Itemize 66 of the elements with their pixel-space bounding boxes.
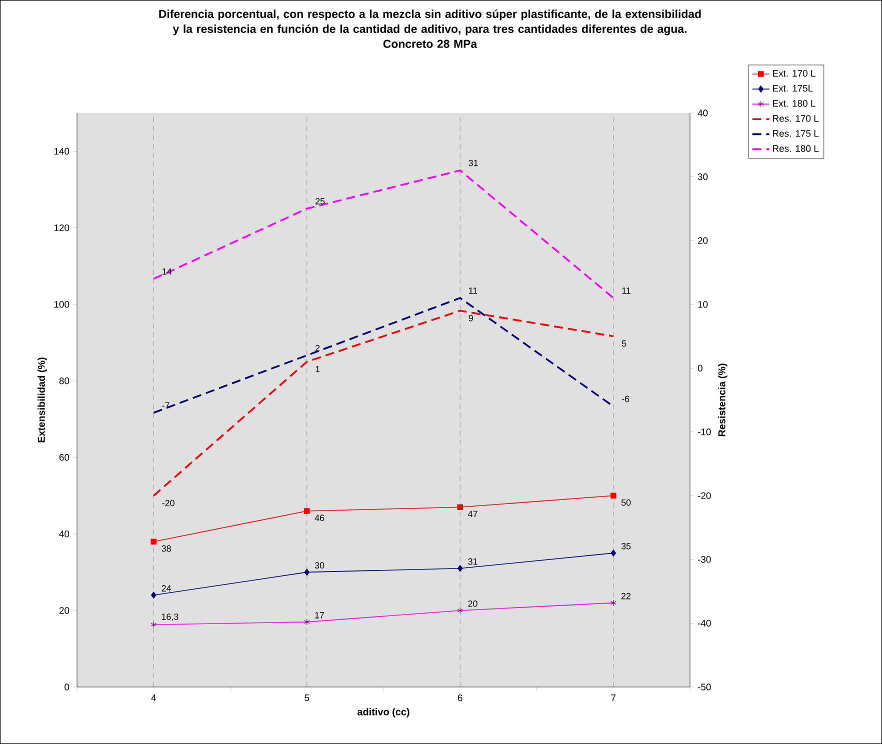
data-label: 38 [162, 545, 171, 552]
legend-label: Res. 180 L [773, 145, 819, 152]
data-label: 31 [468, 160, 478, 166]
data-label: 31 [468, 558, 478, 565]
data-label: 30 [314, 562, 324, 568]
x-tick-label: 7 [611, 694, 616, 702]
y-tick-label: 140 [54, 148, 70, 155]
y2-tick-label: 40 [698, 110, 708, 116]
data-label: 46 [314, 514, 324, 522]
point [150, 592, 156, 599]
y-tick-label: 20 [59, 607, 70, 614]
point [457, 504, 464, 510]
y-tick-label: 40 [59, 530, 70, 538]
y-tick-label: 80 [59, 378, 70, 384]
chart-subtitle: Concreto 28 MPa [383, 40, 478, 48]
y2-tick-label: -50 [698, 684, 711, 690]
data-label: 17 [315, 612, 324, 618]
x-tick-label: 5 [304, 694, 310, 702]
data-label: 11 [622, 288, 630, 294]
point [610, 550, 616, 556]
x-axis-title: aditivo (cc) [358, 708, 410, 718]
data-label: 24 [162, 585, 172, 592]
data-label: 16,3 [162, 614, 178, 621]
data-label: 2 [316, 344, 320, 352]
y2-axis-title: Resistencia (%) [718, 364, 728, 436]
y-axis-title: Extensibilidad (%) [38, 358, 47, 442]
chart-title: Diferencia porcentual, con respecto a la mezcla sin aditivo súper plastificante, de la extensibilidad y la resistencia en función de la cantidad de aditivo, para tres cantidades diferentes de agua. [159, 10, 701, 36]
legend-label: Ext. 180 L [773, 100, 816, 107]
y2-tick-label: -40 [698, 620, 711, 627]
data-label: 5 [622, 340, 626, 347]
data-label: -7 [162, 402, 170, 409]
x-tick-label: 4 [151, 694, 156, 702]
data-label: 9 [468, 314, 473, 322]
y-tick-label: 120 [54, 224, 70, 232]
y2-tick-label: -30 [698, 556, 711, 563]
y2-tick-label: 30 [698, 173, 708, 180]
line-series [152, 310, 614, 497]
data-label: 47 [468, 510, 478, 518]
point [457, 564, 463, 572]
legend-label: Res. 170 L [773, 115, 819, 122]
y2-tick-label: 0 [698, 364, 702, 372]
point [150, 538, 157, 544]
data-label: 1 [316, 366, 320, 372]
y2-tick-label: -20 [698, 492, 711, 500]
data-label: 35 [621, 542, 631, 550]
y2-tick-label: 10 [698, 300, 708, 308]
y-tick-label: 100 [54, 300, 70, 308]
legend-label: Ext. 175L [773, 85, 813, 92]
y-tick-label: 60 [59, 454, 70, 461]
data-label: -6 [622, 396, 630, 402]
data-label: 22 [621, 592, 630, 600]
y2-tick-label: 20 [698, 237, 708, 244]
line-series [152, 169, 614, 299]
data-label: 50 [621, 499, 631, 506]
data-label: 11 [469, 288, 478, 294]
data-label: 25 [316, 198, 325, 204]
point [304, 568, 310, 576]
y-tick-label: 0 [64, 684, 70, 690]
point [610, 492, 616, 499]
data-label: 20 [468, 600, 478, 607]
data-label: -20 [162, 500, 174, 506]
legend-label: Res. 175 L [773, 130, 819, 137]
point [304, 508, 310, 514]
y2-tick-label: -10 [698, 428, 711, 436]
x-tick-label: 6 [458, 694, 462, 702]
legend-label: Ext. 170 L [773, 70, 816, 77]
